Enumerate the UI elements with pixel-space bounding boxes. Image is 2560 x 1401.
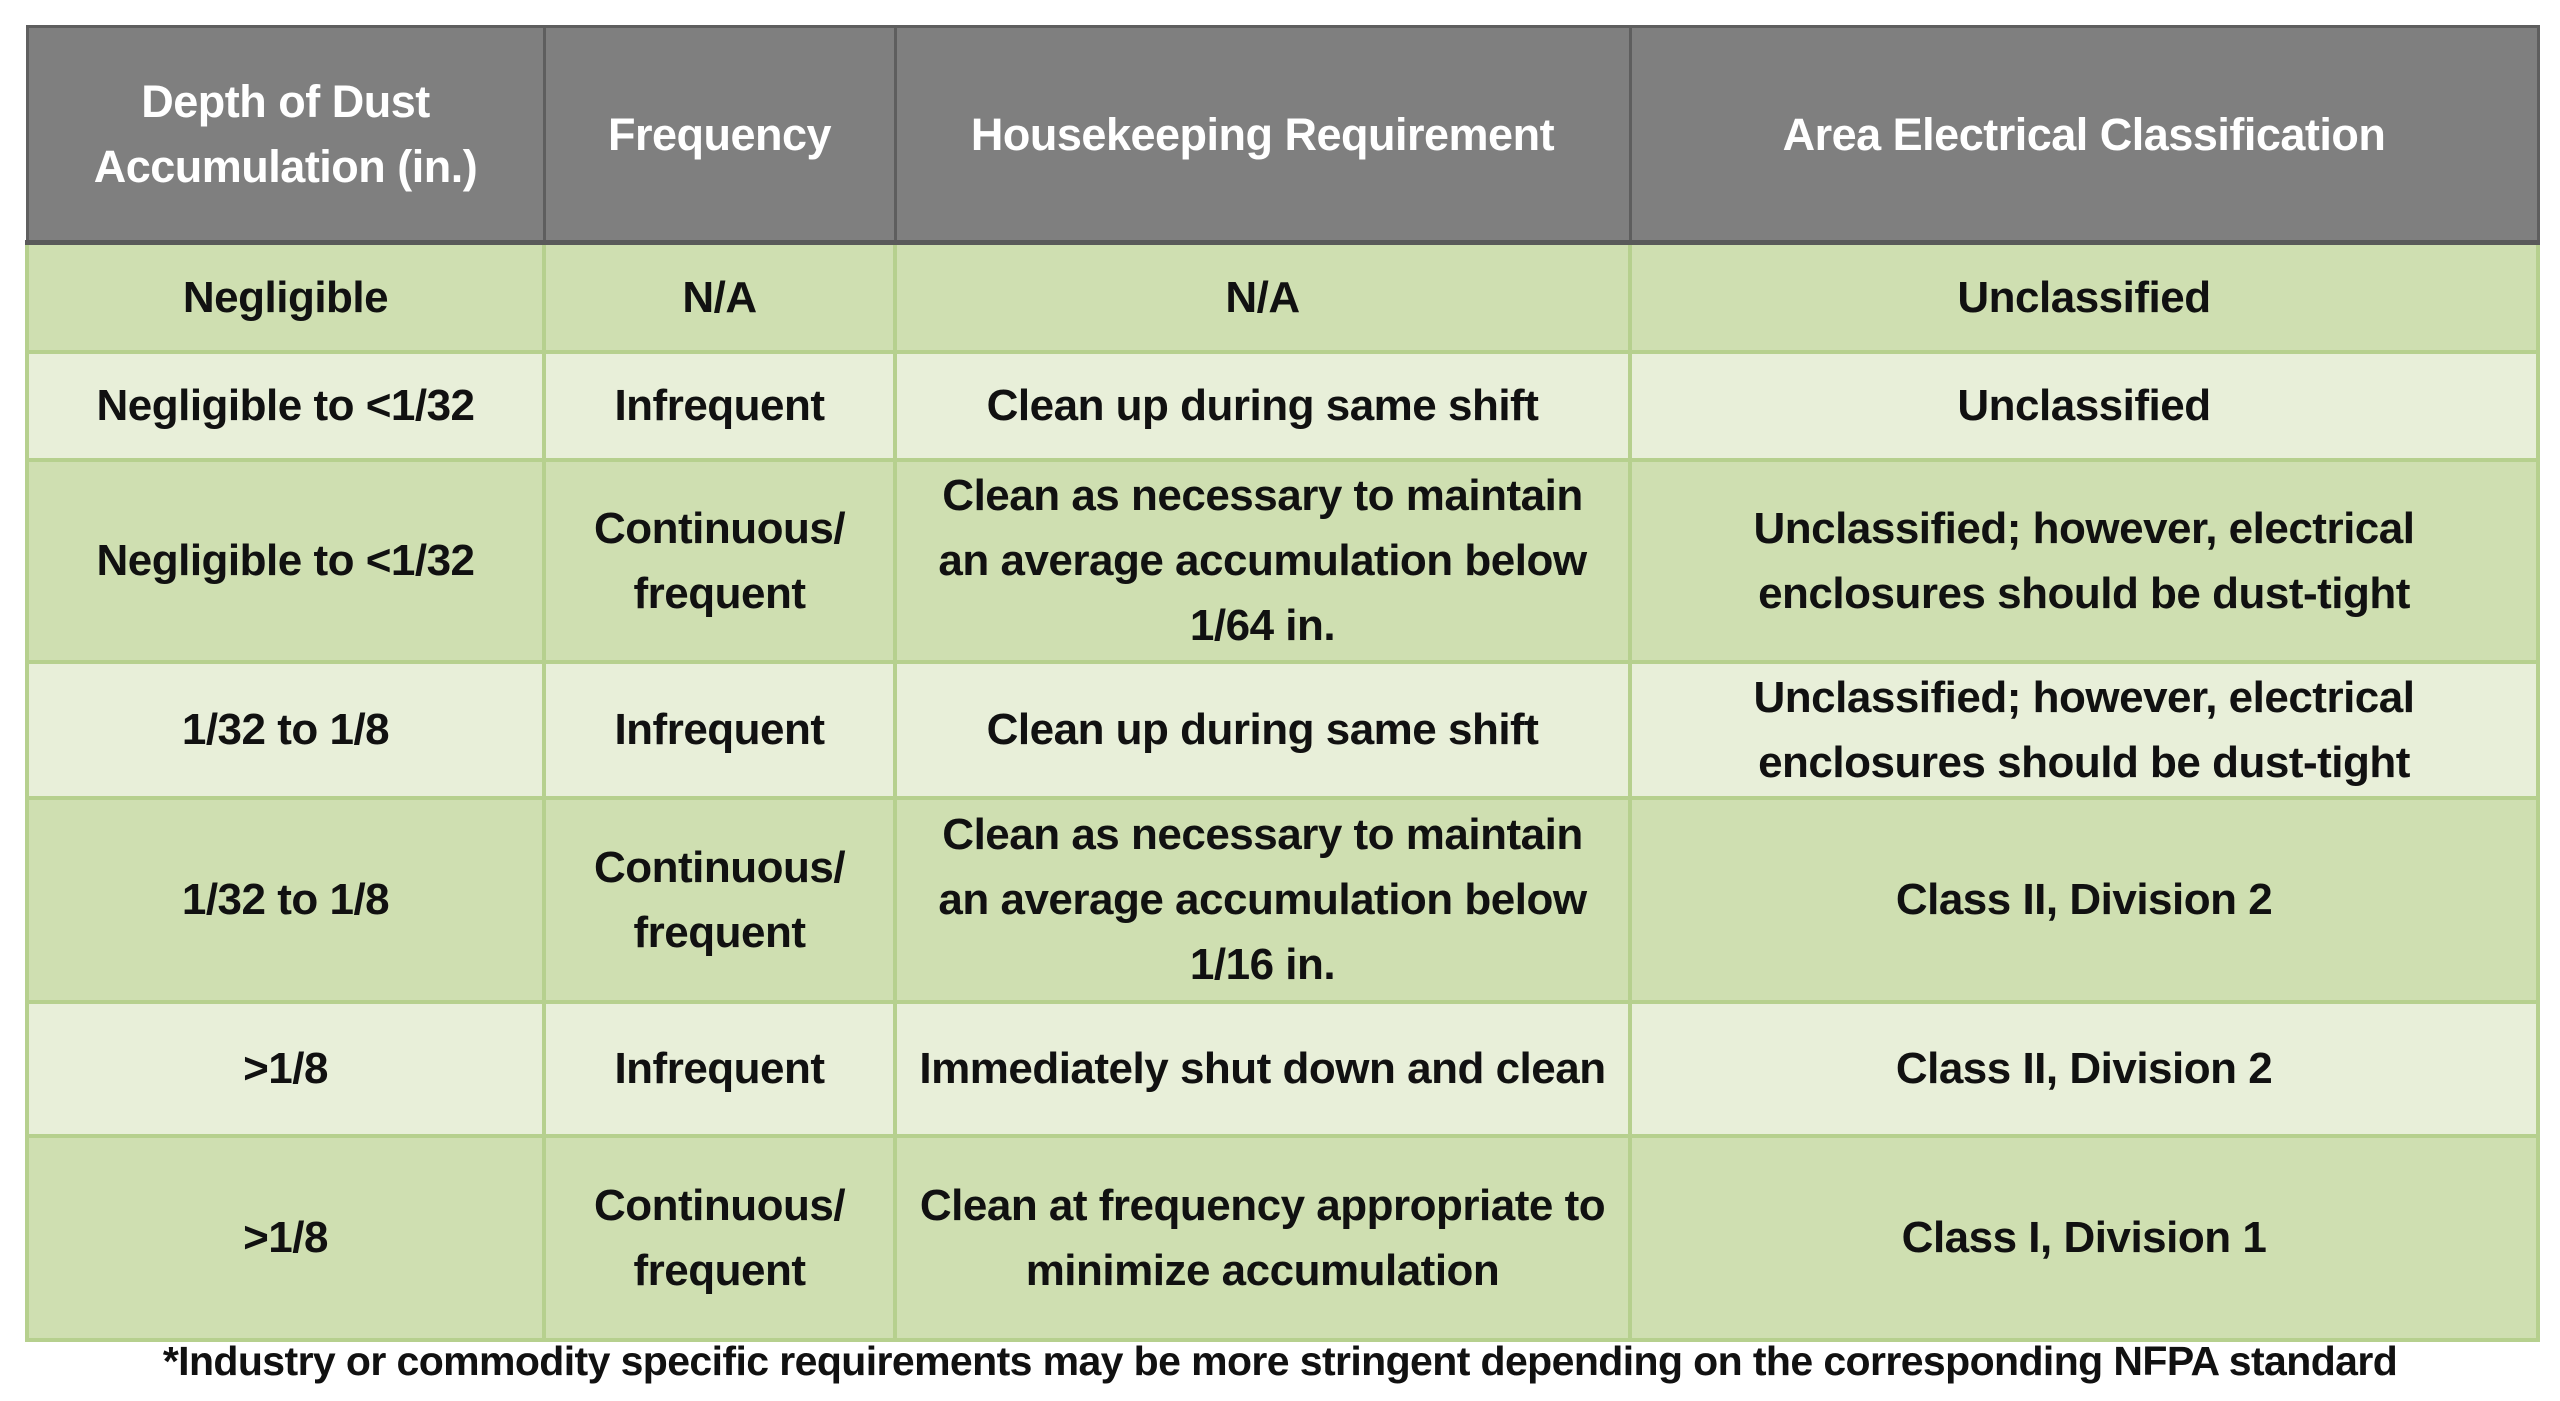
header-row: Depth of Dust Accumulation (in.) Frequen…: [25, 25, 2540, 245]
header-frequency: Frequency: [542, 25, 897, 245]
cell-frequency: Infrequent: [542, 349, 897, 462]
table-row: >1/8 Infrequent Immediately shut down and …: [25, 999, 2540, 1138]
cell-housekeeping: Clean at frequency appropriate to minimi…: [893, 1133, 1632, 1342]
table-row: 1/32 to 1/8 Infrequent Clean up during sam…: [25, 659, 2540, 800]
cell-housekeeping: Clean up during same shift: [893, 659, 1632, 800]
cell-frequency: Infrequent: [542, 999, 897, 1138]
cell-depth: Negligible: [25, 240, 546, 354]
table-row: Negligible N/A N/A Unclassified: [25, 240, 2540, 354]
cell-classification: Unclassified; however, electrical enclos…: [1628, 457, 2540, 664]
cell-frequency: Infrequent: [542, 659, 897, 800]
cell-depth: Negligible to <1/32: [25, 457, 546, 664]
cell-classification: Class II, Division 2: [1628, 999, 2540, 1138]
cell-classification: Unclassified: [1628, 240, 2540, 354]
header-classification: Area Electrical Classification: [1628, 25, 2540, 245]
cell-depth: >1/8: [25, 999, 546, 1138]
cell-classification: Class I, Division 1: [1628, 1133, 2540, 1342]
table-row: Negligible to <1/32 Infrequent Clean up du…: [25, 349, 2540, 462]
cell-depth: 1/32 to 1/8: [25, 795, 546, 1004]
table-row: Negligible to <1/32 Continuous/ frequent C…: [25, 457, 2540, 664]
dust-housekeeping-table: Depth of Dust Accumulation (in.) Frequen…: [25, 25, 2540, 1342]
cell-frequency: Continuous/ frequent: [542, 795, 897, 1004]
cell-frequency: N/A: [542, 240, 897, 354]
cell-depth: 1/32 to 1/8: [25, 659, 546, 800]
cell-housekeeping: Immediately shut down and clean: [893, 999, 1632, 1138]
footnote: *Industry or commodity specific requirem…: [162, 1338, 2398, 1384]
cell-depth: >1/8: [25, 1133, 546, 1342]
header-housekeeping: Housekeeping Requirement: [893, 25, 1632, 245]
cell-housekeeping: Clean up during same shift: [893, 349, 1632, 462]
table-row: 1/32 to 1/8 Continuous/ frequent Clean as …: [25, 795, 2540, 1004]
cell-housekeeping: N/A: [893, 240, 1632, 354]
cell-housekeeping: Clean as necessary to maintain an averag…: [893, 457, 1632, 664]
cell-classification: Class II, Division 2: [1628, 795, 2540, 1004]
cell-housekeeping: Clean as necessary to maintain an averag…: [893, 795, 1632, 1004]
cell-frequency: Continuous/ frequent: [542, 457, 897, 664]
cell-depth: Negligible to <1/32: [25, 349, 546, 462]
cell-classification: Unclassified: [1628, 349, 2540, 462]
cell-frequency: Continuous/ frequent: [542, 1133, 897, 1342]
header-depth: Depth of Dust Accumulation (in.): [25, 25, 546, 245]
cell-classification: Unclassified; however, electrical enclos…: [1628, 659, 2540, 800]
table-row: >1/8 Continuous/ frequent Clean at frequen…: [25, 1133, 2540, 1342]
